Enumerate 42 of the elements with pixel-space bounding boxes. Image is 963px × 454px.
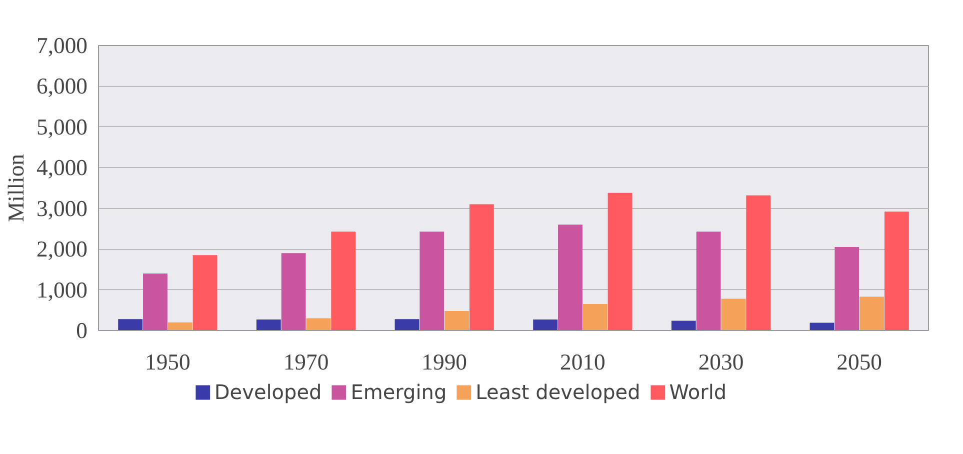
x-tick-label: 2050 — [836, 350, 882, 374]
bar — [143, 274, 168, 330]
bar — [671, 320, 696, 330]
y-tick-label: 1,000 — [36, 277, 88, 302]
bar — [256, 320, 281, 330]
x-tick-label: 1970 — [283, 350, 329, 374]
bar — [721, 298, 746, 330]
y-tick-label: 0 — [76, 318, 88, 343]
legend-label: Emerging — [350, 380, 447, 404]
bar — [469, 204, 494, 330]
bar — [444, 310, 469, 330]
bar — [608, 192, 632, 330]
y-tick-label: 7,000 — [36, 33, 88, 58]
y-tick-label: 5,000 — [36, 114, 88, 140]
bar — [118, 319, 143, 330]
y-tick-label: 6,000 — [36, 74, 88, 99]
bar — [306, 318, 331, 330]
x-tick-label: 2030 — [698, 350, 744, 374]
bar — [860, 296, 884, 330]
bar — [281, 253, 306, 330]
bar — [168, 322, 192, 330]
bar — [746, 195, 771, 330]
bar — [420, 232, 444, 330]
x-tick-label: 1950 — [145, 350, 190, 374]
x-tick-label: 1990 — [422, 350, 467, 374]
legend-label: Least developed — [476, 380, 640, 404]
bar — [884, 212, 909, 330]
bar — [696, 232, 721, 330]
bar — [331, 232, 356, 330]
bar — [558, 224, 582, 330]
bar — [192, 255, 218, 330]
bar — [582, 304, 608, 330]
legend-label: World — [669, 380, 727, 404]
y-tick-label: 2,000 — [36, 236, 88, 262]
legend-label: Developed — [214, 380, 322, 404]
y-axis-title: Million — [4, 154, 29, 222]
bar — [394, 319, 420, 330]
bar — [533, 320, 558, 330]
x-tick-label: 2010 — [560, 350, 606, 374]
y-tick-label: 4,000 — [36, 155, 88, 180]
bar — [834, 247, 860, 330]
y-tick-label: 3,000 — [36, 196, 88, 221]
